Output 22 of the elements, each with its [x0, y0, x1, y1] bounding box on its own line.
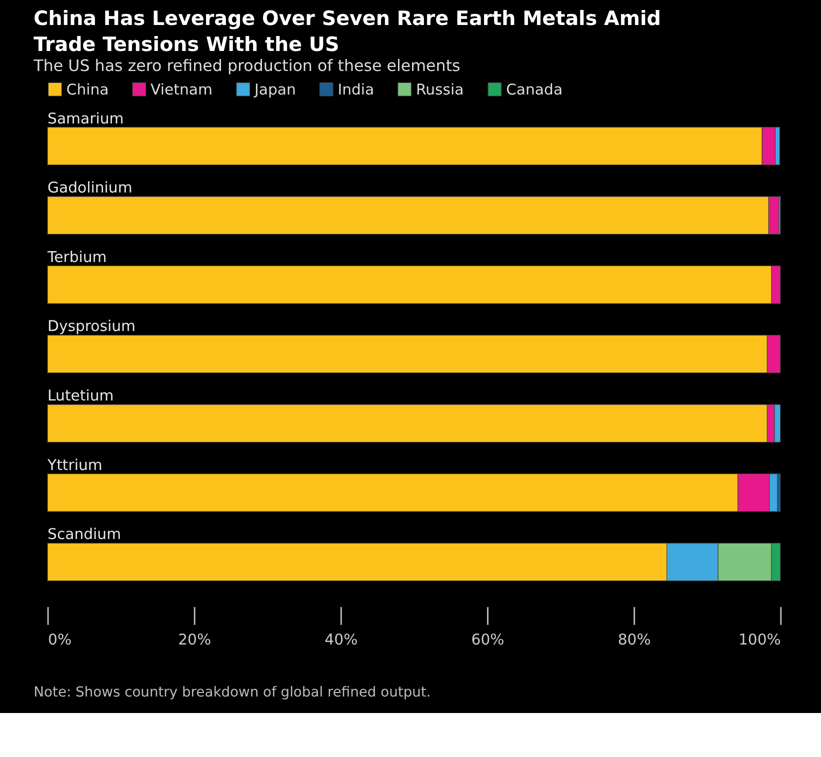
- chart-subtitle: The US has zero refined production of these elements: [32, 56, 460, 75]
- y-tick-label: Lutetium: [48, 386, 114, 405]
- y-tick-label: Dysprosium: [48, 317, 136, 336]
- y-tick-label: Terbium: [46, 248, 107, 266]
- y-tick-label: Samarium: [48, 109, 124, 128]
- x-tick-label: 100%: [738, 630, 781, 649]
- x-tick-label: 80%: [618, 630, 651, 649]
- legend-label: China: [66, 80, 109, 98]
- x-tick-label: 40%: [324, 630, 358, 649]
- y-tick-label: Scandium: [48, 525, 122, 544]
- text: Note: Shows country breakdown of global refined output.: [34, 684, 431, 701]
- legend-label: India: [338, 80, 374, 98]
- y-tick-label: Gadolinium: [48, 178, 132, 197]
- legend-label: Japan: [254, 80, 296, 98]
- y-tick-label: Yttrium: [46, 456, 102, 474]
- x-tick-label: 20%: [178, 630, 212, 649]
- legend-label: Russia: [416, 80, 464, 98]
- legend-label: Canada: [506, 80, 563, 98]
- x-tick-label: 0%: [48, 630, 72, 649]
- legend-label: Vietnam: [150, 80, 212, 98]
- x-tick-label: 60%: [471, 630, 504, 649]
- chart-title: China Has Leverage Over Seven Rare Earth Metals Amid Trade Tensions With the US: [34, 7, 661, 56]
